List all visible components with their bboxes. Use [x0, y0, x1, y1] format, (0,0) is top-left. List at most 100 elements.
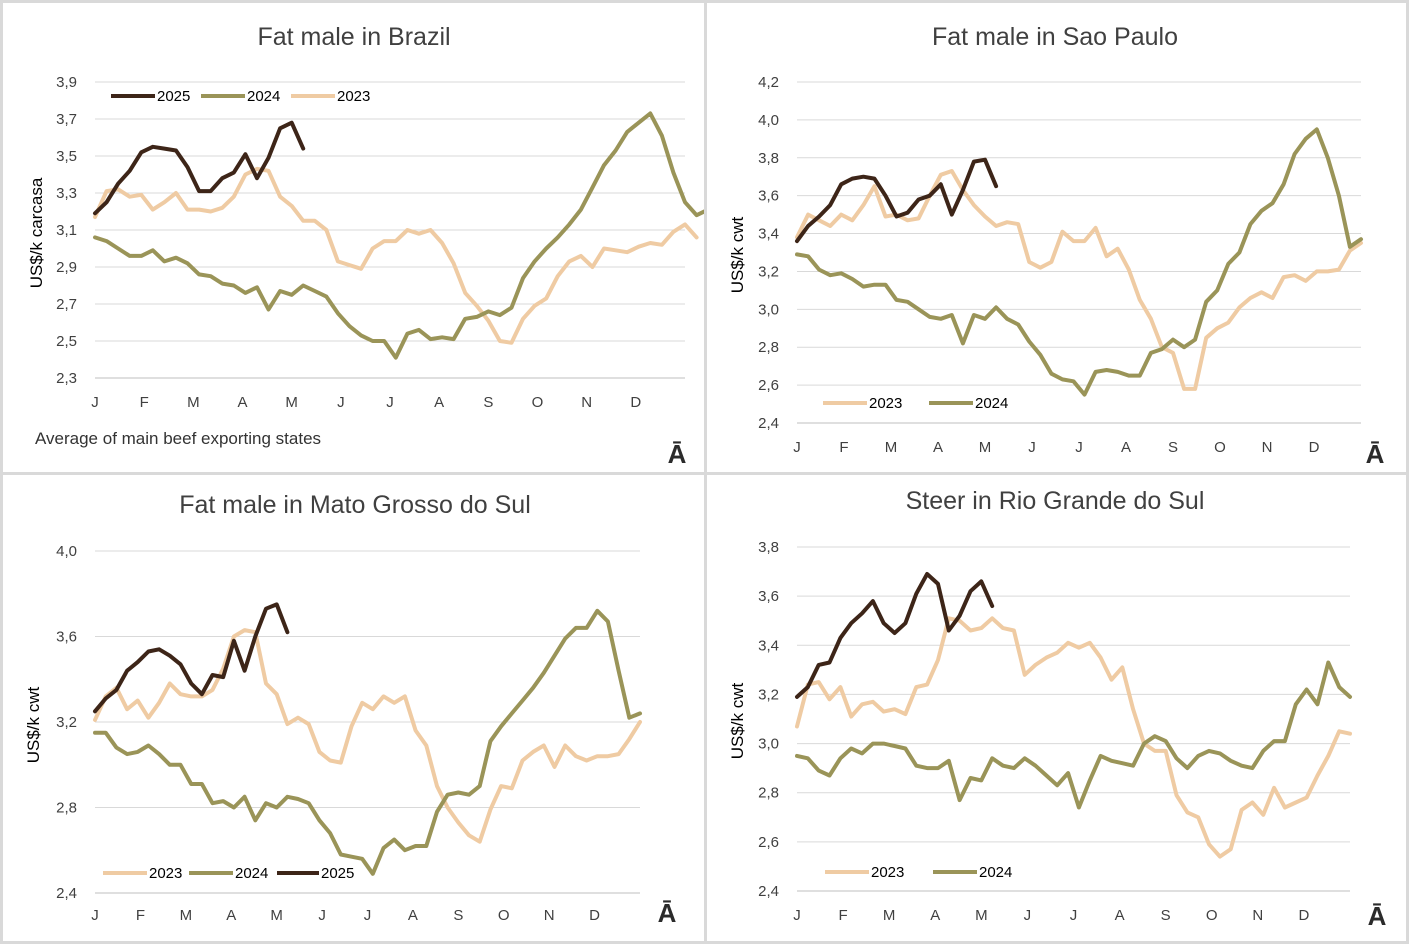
x-tick-label: A — [434, 394, 444, 411]
x-tick-label: M — [270, 907, 283, 924]
legend-label-2024: 2024 — [247, 88, 280, 105]
legend: 2023 2024 2025 — [103, 865, 354, 882]
chart-panel-matogrosso: Fat male in Mato Grosso do Sul 4,0 3,6 3,2… — [3, 475, 704, 941]
x-tick-label: A — [237, 394, 247, 411]
x-tick-label: M — [180, 907, 193, 924]
brand-logo: Ā — [1366, 439, 1385, 469]
x-tick-label: M — [979, 439, 992, 456]
y-tick-label: 3,1 — [56, 222, 77, 239]
x-tick-label: J — [1075, 439, 1083, 456]
y-tick-label: 4,2 — [758, 74, 779, 91]
y-tick-label: 2,8 — [758, 339, 779, 356]
y-tick-label: 4,0 — [758, 112, 779, 129]
y-tick-label: 4,0 — [56, 543, 77, 560]
legend-label-2024: 2024 — [979, 864, 1012, 881]
series-line-2023 — [795, 169, 1363, 391]
y-tick-label: 3,2 — [56, 714, 77, 731]
x-tick-label: N — [544, 907, 555, 924]
x-tick-label: J — [364, 907, 372, 924]
x-tick-label: O — [532, 394, 544, 411]
legend-label-2024: 2024 — [975, 395, 1008, 412]
series-line-2024 — [795, 660, 1352, 810]
y-tick-label: 3,2 — [758, 686, 779, 703]
x-tick-label: F — [838, 907, 847, 924]
x-tick-label: J — [1070, 907, 1078, 924]
legend-label-2023: 2023 — [149, 865, 182, 882]
y-tick-layer: 3,9 3,7 3,5 3,3 3,1 2,9 2,7 2,5 2,3 — [56, 74, 77, 387]
series-layer — [93, 111, 704, 360]
y-tick-label: 3,6 — [758, 188, 779, 205]
x-tick-label: S — [1161, 907, 1171, 924]
x-tick-label: J — [1024, 907, 1032, 924]
x-tick-label: M — [883, 907, 896, 924]
legend: 2025 2024 2023 — [111, 88, 370, 105]
series-line-2025 — [93, 120, 306, 216]
legend: 2023 2024 — [825, 864, 1012, 881]
x-tick-label: A — [933, 439, 943, 456]
y-tick-label: 2,9 — [56, 259, 77, 276]
chart-panel-riogrande: Steer in Rio Grande do Sul 3,8 3,6 3,4 3,2 3… — [707, 475, 1406, 941]
y-tick-label: 3,7 — [56, 111, 77, 128]
legend: 2023 2024 — [823, 395, 1008, 412]
x-tick-label: N — [1252, 907, 1263, 924]
y-tick-label: 3,6 — [758, 588, 779, 605]
series-line-2023 — [93, 628, 642, 844]
x-tick-label: F — [136, 907, 145, 924]
x-tick-label: S — [453, 907, 463, 924]
y-axis-label: US$/k carcasa — [27, 177, 46, 288]
series-line-2023 — [795, 616, 1352, 859]
x-tick-label: A — [408, 907, 418, 924]
x-tick-label: J — [793, 907, 801, 924]
x-tick-label: M — [885, 439, 898, 456]
y-tick-label: 3,4 — [758, 637, 779, 654]
brand-logo: Ā — [658, 898, 677, 928]
y-tick-label: 2,4 — [758, 415, 779, 432]
x-tick-label: A — [930, 907, 940, 924]
legend-label-2024: 2024 — [235, 865, 268, 882]
series-line-2023 — [93, 166, 699, 345]
x-tick-label: N — [581, 394, 592, 411]
legend-label-2025: 2025 — [157, 88, 190, 105]
x-tick-label: D — [630, 394, 641, 411]
chart-svg-matogrosso: Fat male in Mato Grosso do Sul 4,0 3,6 3,2… — [24, 491, 677, 928]
x-tick-label: J — [337, 394, 345, 411]
x-tick-label: S — [483, 394, 493, 411]
x-tick-label: A — [1121, 439, 1131, 456]
x-tick-label: J — [1028, 439, 1036, 456]
y-tick-label: 3,8 — [758, 150, 779, 167]
y-tick-label: 2,3 — [56, 370, 77, 387]
x-tick-label: O — [1214, 439, 1226, 456]
x-tick-label: M — [187, 394, 200, 411]
legend-label-2023: 2023 — [337, 88, 370, 105]
y-tick-label: 3,3 — [56, 185, 77, 202]
x-tick-label: S — [1168, 439, 1178, 456]
y-axis-label: US$/k cwt — [728, 682, 747, 759]
x-tick-label: F — [140, 394, 149, 411]
y-tick-label: 2,7 — [56, 296, 77, 313]
chart-title: Fat male in Brazil — [257, 23, 450, 51]
y-tick-label: 3,8 — [758, 539, 779, 556]
series-line-2025 — [795, 572, 995, 699]
y-tick-label: 3,4 — [758, 226, 779, 243]
legend-label-2023: 2023 — [869, 395, 902, 412]
y-tick-label: 2,4 — [758, 883, 779, 900]
chart-svg-riogrande: Steer in Rio Grande do Sul 3,83,63,43,23… — [728, 487, 1387, 931]
y-tick-label: 3,0 — [758, 301, 779, 318]
chart-title: Steer in Rio Grande do Sul — [906, 487, 1205, 515]
legend-label-2023: 2023 — [871, 864, 904, 881]
series-line-2025 — [93, 602, 290, 714]
chart-panel-brazil: Fat male in Brazil 3,9 3,7 3,5 3,3 3,1 2,9 2,7… — [3, 3, 704, 472]
chart-panel-saopaulo: Fat male in Sao Paulo 4,2 4,0 3,8 3,6 3,4 3,2… — [707, 3, 1406, 472]
chart-svg-saopaulo: Fat male in Sao Paulo 4,2 4,0 3,8 3,6 3,4 3,2… — [728, 23, 1385, 469]
series-layer — [795, 572, 1352, 859]
x-tick-label: D — [1298, 907, 1309, 924]
y-tick-label: 2,8 — [758, 785, 779, 802]
series-line-2024 — [93, 111, 704, 360]
x-tick-label: O — [498, 907, 510, 924]
y-tick-label: 3,6 — [56, 629, 77, 646]
x-tick-label: O — [1206, 907, 1218, 924]
